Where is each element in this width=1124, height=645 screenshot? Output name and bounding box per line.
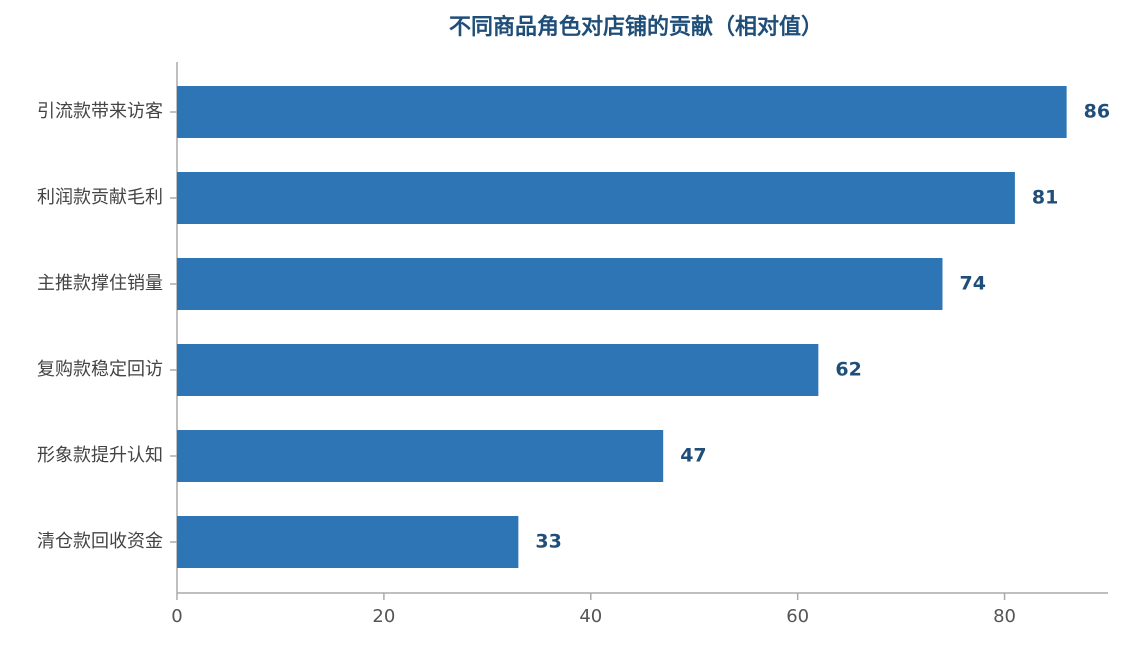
bar	[177, 86, 1067, 138]
y-tick-label: 形象款提升认知	[37, 445, 163, 466]
x-tick-label: 20	[372, 606, 395, 627]
value-label: 86	[1084, 101, 1110, 123]
y-tick-label: 复购款稳定回访	[37, 359, 163, 380]
value-label: 33	[535, 531, 561, 553]
x-tick-label: 40	[579, 606, 602, 627]
chart-title: 不同商品角色对店铺的贡献（相对值）	[449, 14, 823, 40]
y-tick-label: 主推款撑住销量	[37, 273, 163, 294]
bar	[177, 344, 819, 396]
y-tick-label: 引流款带来访客	[37, 101, 163, 122]
y-tick-label: 清仓款回收资金	[37, 531, 163, 552]
bar	[177, 516, 519, 568]
x-tick-label: 0	[171, 606, 182, 627]
value-label: 62	[835, 359, 861, 381]
x-tick-label: 60	[786, 606, 809, 627]
value-label: 81	[1032, 187, 1058, 209]
bar	[177, 172, 1015, 224]
x-tick-label: 80	[993, 606, 1016, 627]
value-label: 47	[680, 445, 706, 467]
y-tick-label: 利润款贡献毛利	[37, 187, 163, 208]
bar	[177, 430, 664, 482]
bar	[177, 258, 943, 310]
value-label: 74	[959, 273, 985, 295]
